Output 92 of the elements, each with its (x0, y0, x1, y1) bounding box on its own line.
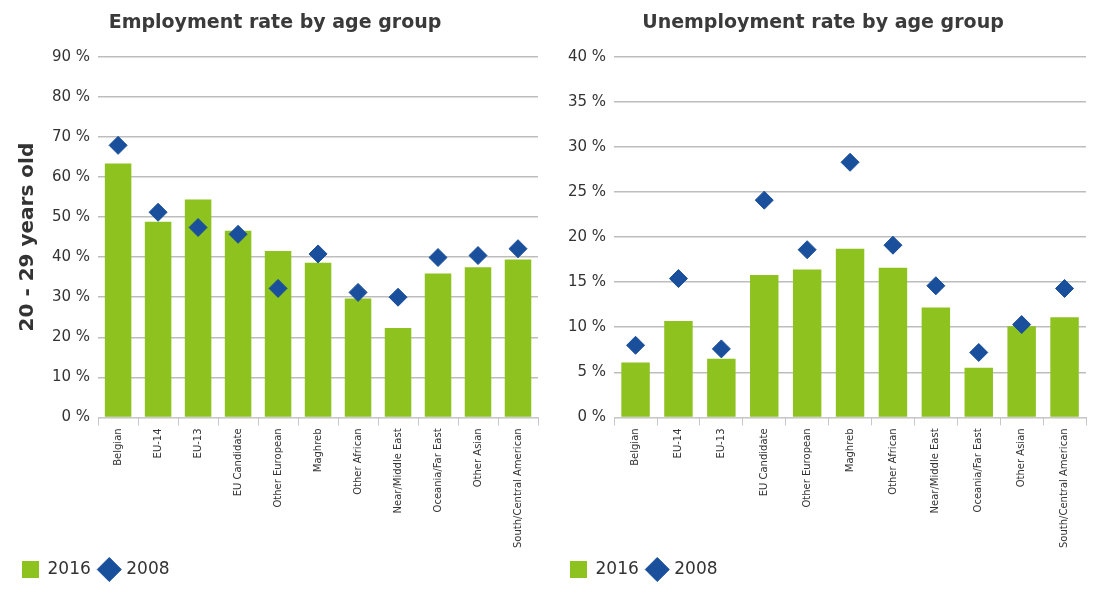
point (428, 248, 448, 268)
y-tick-label: 0 % (577, 407, 607, 426)
x-tick-label: EU-14 (672, 428, 684, 459)
chart-title: Unemployment rate by age group (642, 10, 1004, 33)
bar (184, 199, 212, 417)
point (348, 282, 368, 302)
y-tick-label: 0 % (61, 407, 91, 426)
point (840, 152, 860, 172)
y-tick-label: 15 % (568, 272, 607, 291)
y-tick-label: 5 % (577, 362, 607, 381)
bar (224, 230, 252, 417)
y-tick-label: 30 % (52, 287, 91, 306)
x-tick-label: Oceania/Far East (431, 428, 443, 513)
y-tick-label: 35 % (568, 91, 607, 110)
x-tick-label: Other European (271, 428, 283, 508)
point (108, 135, 128, 155)
point (883, 235, 903, 255)
x-tick-label: Other Asian (1015, 428, 1027, 488)
y-tick-label: 40 % (568, 46, 607, 65)
bar (144, 221, 172, 417)
y-tick-label: 80 % (52, 86, 91, 105)
bar (1050, 317, 1079, 417)
x-tick-label: EU Candidate (231, 428, 243, 497)
point (711, 339, 731, 359)
legend-label: 2008 (126, 557, 170, 578)
x-tick-label: Other European (800, 428, 812, 508)
bar (344, 298, 372, 417)
x-tick-label: EU-13 (191, 428, 203, 459)
x-tick-label: EU-13 (714, 428, 726, 459)
legend-label: 2016 (47, 557, 91, 578)
bar (921, 307, 951, 417)
point (508, 239, 528, 259)
point (797, 240, 817, 260)
bar (664, 320, 693, 417)
x-tick-label: EU-14 (151, 428, 163, 459)
x-tick-label: Near/Middle East (929, 428, 941, 514)
point (388, 287, 408, 307)
bar (792, 269, 822, 417)
y-tick-label: 60 % (52, 166, 91, 185)
bar (835, 248, 865, 417)
bar (878, 267, 908, 417)
x-tick-label: Maghreb (311, 428, 323, 473)
point (188, 217, 208, 237)
chart-title: Employment rate by age group (108, 10, 442, 33)
x-tick-label: Maghreb (843, 428, 855, 473)
y-tick-label: 30 % (568, 136, 607, 155)
bar (1007, 326, 1036, 417)
y-tick-label: 20 % (52, 327, 91, 346)
x-tick-label: Near/Middle East (391, 428, 403, 514)
bar (621, 362, 650, 417)
point (468, 246, 488, 266)
point (969, 342, 989, 362)
bar (304, 262, 332, 417)
point (668, 269, 688, 289)
y-tick-label: 50 % (52, 206, 91, 225)
bar (464, 267, 492, 417)
y-tick-label: 70 % (52, 126, 91, 145)
x-tick-label: South/Central American (511, 428, 523, 548)
point (228, 224, 248, 244)
y-tick-label: 10 % (52, 367, 91, 386)
bar (264, 251, 292, 417)
bar (384, 328, 412, 417)
y-tick-label: 40 % (52, 247, 91, 266)
x-tick-label: South/Central American (1058, 428, 1070, 548)
y-tick-label: 90 % (52, 46, 91, 65)
bar (707, 358, 736, 417)
y-tick-label: 25 % (568, 181, 607, 200)
bar (424, 273, 452, 417)
bar (964, 367, 993, 417)
point (308, 244, 328, 264)
x-tick-label: Belgian (111, 428, 123, 466)
y-axis-title: 20 - 29 years old (14, 142, 39, 332)
legend-label: 2016 (595, 557, 639, 578)
x-tick-label: Oceania/Far East (972, 428, 984, 513)
y-tick-label: 10 % (568, 317, 607, 336)
x-tick-label: Other African (886, 428, 898, 495)
point (1012, 315, 1032, 335)
bar (104, 163, 132, 417)
x-tick-label: Other African (351, 428, 363, 495)
point (148, 202, 168, 222)
y-tick-label: 20 % (568, 226, 607, 245)
x-tick-label: EU Candidate (757, 428, 769, 497)
point (268, 278, 288, 298)
point (1055, 278, 1075, 298)
bar (750, 274, 779, 417)
point (626, 335, 646, 355)
x-tick-label: Other Asian (471, 428, 483, 488)
point (926, 276, 946, 296)
legend-label: 2008 (674, 557, 718, 578)
point (754, 190, 774, 210)
bar (504, 259, 532, 417)
x-tick-label: Belgian (629, 428, 641, 466)
